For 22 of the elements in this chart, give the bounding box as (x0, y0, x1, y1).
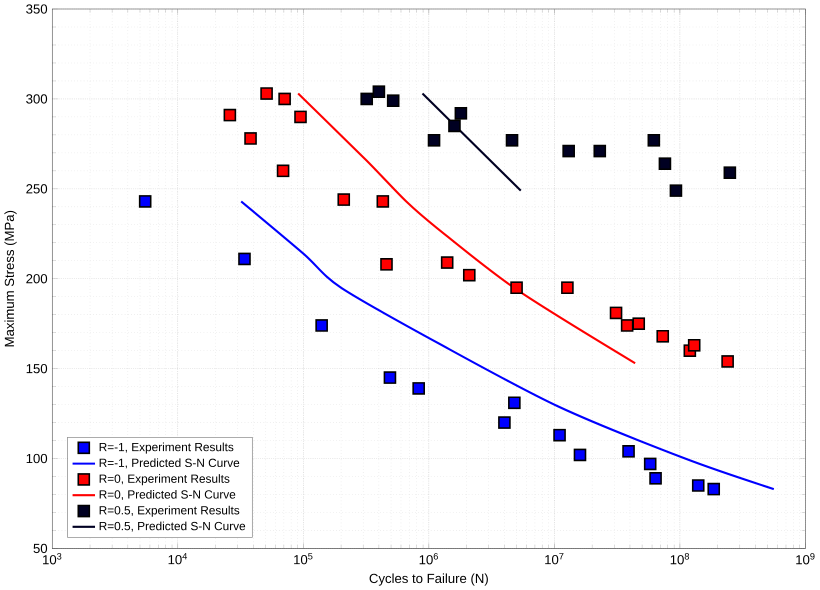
x-tick-label: 10$^{9}$ (796, 553, 815, 564)
legend-label: R=0.5, Predicted S-N Curve (100, 522, 246, 532)
y-tick-label: 100 (26, 454, 48, 464)
legend-label: R=0, Experiment Results (100, 474, 230, 486)
y-tick-label: 150 (26, 364, 48, 374)
y-axis-title: Maximum Stress (MPa) (4, 210, 17, 346)
x-tick-label: 10$^{5}$ (294, 553, 312, 564)
legend-label: R=-1, Predicted S-N Curve (100, 458, 240, 468)
y-tick-label: 200 (26, 274, 48, 284)
x-axis-title: Cycles to Failure (N) (370, 573, 488, 586)
y-tick-label: 250 (26, 184, 48, 194)
x-tick-label: 10$^{3}$ (43, 553, 62, 564)
legend-label: R=0, Predicted S-N Curve (100, 490, 236, 500)
legend-label: R=0.5, Experiment Results (100, 506, 240, 517)
legend-label: R=-1, Experiment Results (100, 442, 234, 454)
x-tick-label: 10$^{4}$ (168, 553, 188, 564)
x-tick-label: 10$^{8}$ (670, 553, 690, 564)
y-tick-label: 300 (26, 94, 48, 104)
y-tick-label: 350 (26, 4, 48, 14)
x-tick-label: 10$^{7}$ (545, 553, 564, 564)
y-tick-label: 50 (34, 544, 48, 554)
x-tick-label: 10$^{6}$ (420, 553, 438, 564)
